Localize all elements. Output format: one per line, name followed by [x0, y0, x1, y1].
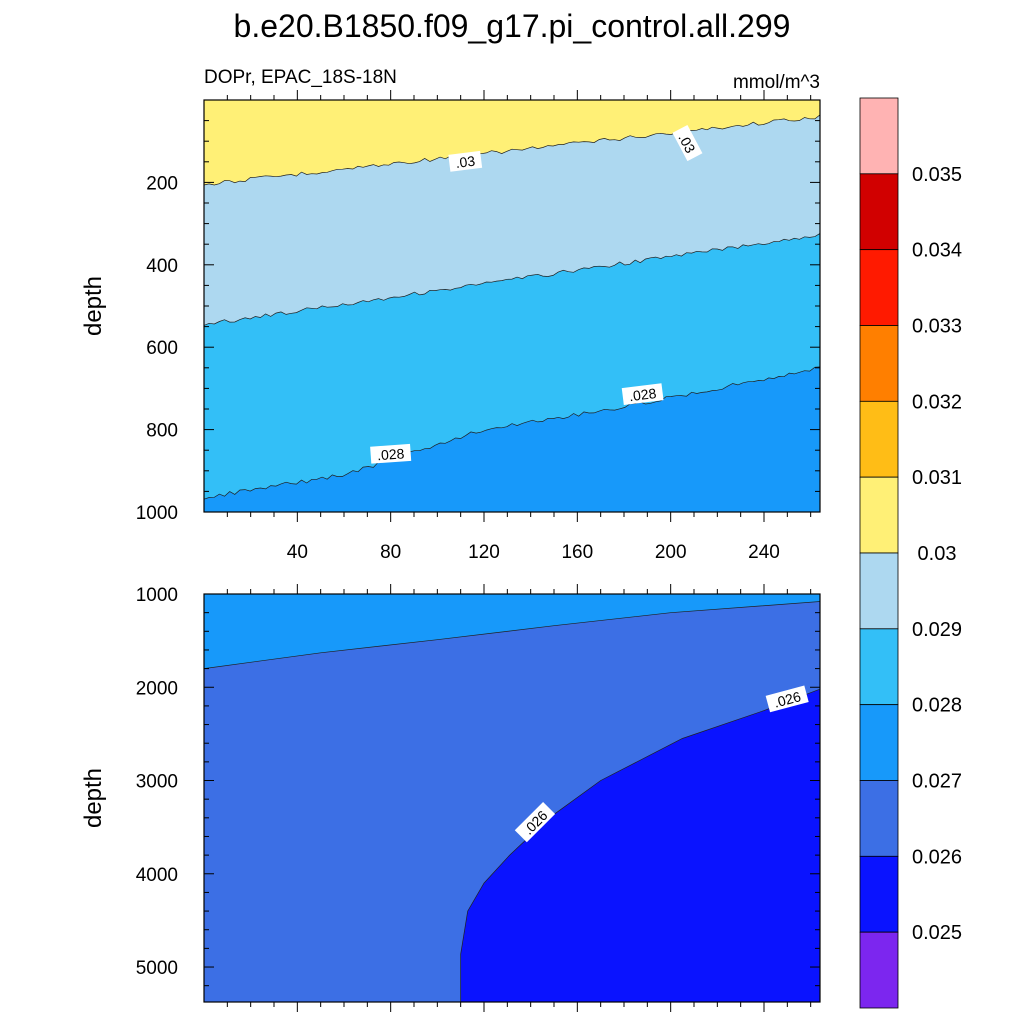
- colorbar-box: [859, 249, 899, 326]
- colorbar-label: 0.032: [912, 391, 962, 413]
- contour-label-text: .026: [772, 688, 803, 711]
- plot-frame: [203, 593, 821, 1003]
- contour-label: .028: [621, 383, 664, 405]
- y-tick-label: 1000: [136, 503, 178, 524]
- colorbar-box: [859, 476, 899, 554]
- contour-label: .03: [448, 150, 483, 172]
- colorbar: 0.035 0.034 0.033 0.032 0.031 0.03 0.029 0.028 0…: [859, 97, 962, 1009]
- colorbar-box: [859, 325, 899, 402]
- colorbar-box: [859, 931, 899, 1009]
- colorbar-box: [859, 552, 899, 630]
- y-tick-label: 400: [146, 256, 178, 277]
- colorbar-box: [859, 97, 899, 175]
- contour-label-bg: [672, 124, 703, 162]
- colorbar-label: 0.028: [912, 695, 962, 717]
- contour-label-text: .028: [628, 385, 657, 404]
- contour-label-text: .028: [377, 445, 406, 463]
- x-tick-label: 40: [287, 542, 308, 563]
- main-title: b.e20.B1850.f09_g17.pi_control.all.299: [234, 8, 791, 44]
- x-tick-label: 120: [468, 542, 500, 563]
- y-tick-label: 4000: [136, 865, 178, 886]
- contour-label-text: .03: [455, 153, 476, 171]
- contour-label: .028: [370, 443, 412, 464]
- colorbar-label: 0.031: [912, 467, 962, 489]
- x-tick-label: 240: [748, 542, 780, 563]
- colorbar-box: [859, 628, 899, 706]
- y-tick-label: 200: [146, 173, 178, 194]
- contour-label-bg: [765, 685, 809, 713]
- colorbar-box: [859, 855, 899, 933]
- x-tick-label: 160: [561, 542, 593, 563]
- colorbar-label: 0.03: [918, 543, 957, 565]
- x-tick-label: 200: [655, 542, 687, 563]
- contour-label-bg: [514, 801, 556, 843]
- top-subtitle-left: DOPr, EPAC_18S-18N: [204, 67, 397, 88]
- colorbar-box: [859, 780, 899, 857]
- y-tick-label: 800: [146, 421, 178, 442]
- y-tick-label: 1000: [136, 585, 178, 606]
- colorbar-label: 0.029: [912, 619, 962, 641]
- colorbar-label: 0.026: [912, 846, 962, 868]
- colorbar-label: 0.035: [912, 164, 962, 186]
- contour-label: .026: [765, 685, 809, 713]
- colorbar-box: [859, 704, 899, 781]
- bottom-ylabel: depth: [80, 768, 107, 828]
- contour-label-bg: [370, 443, 412, 464]
- top-subtitle-right: mmol/m^3: [733, 72, 820, 93]
- contour-label-bg: [621, 383, 664, 405]
- y-tick-label: 3000: [136, 772, 178, 793]
- colorbar-label: 0.033: [912, 316, 962, 338]
- y-tick-label: 2000: [136, 678, 178, 699]
- x-tick-label: 80: [380, 542, 401, 563]
- top-ylabel: depth: [80, 276, 107, 336]
- colorbar-label: 0.034: [912, 240, 962, 262]
- contour-label-bg: [448, 150, 483, 172]
- colorbar-box: [859, 400, 899, 478]
- y-tick-label: 5000: [136, 958, 178, 979]
- colorbar-label: 0.025: [912, 922, 962, 944]
- colorbar-label: 0.027: [912, 771, 962, 793]
- contour-region: [203, 366, 821, 513]
- colorbar-box: [859, 173, 899, 251]
- y-tick-label: 600: [146, 338, 178, 359]
